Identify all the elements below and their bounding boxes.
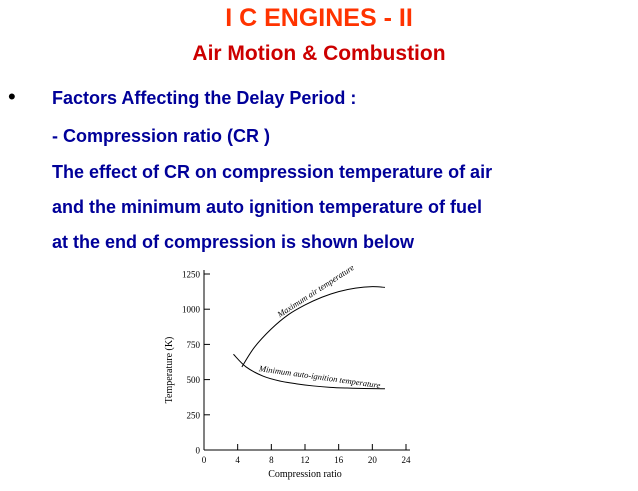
y-tick-label: 250 [187, 410, 201, 420]
y-tick-label: 1000 [182, 305, 201, 315]
chart-axes [203, 270, 410, 451]
y-tick-label: 1250 [182, 270, 201, 280]
x-tick-label: 12 [301, 455, 310, 465]
body-line-1: - Compression ratio (CR ) [52, 126, 271, 146]
max-air-temperature-curve [241, 286, 385, 368]
label-max-air-temperature: Maximum air temperature [275, 262, 356, 320]
y-tick-label: 750 [187, 340, 201, 350]
x-tick-label: 20 [368, 455, 378, 465]
x-axis-title: Compression ratio [268, 469, 342, 480]
x-tick-label: 24 [402, 455, 412, 465]
y-tick-label: 0 [196, 446, 201, 456]
bullet-marker: • [8, 84, 16, 109]
body-line-3: and the minimum auto ignition temperatur… [52, 197, 483, 217]
min-auto-ignition-curve [233, 353, 385, 390]
slide-subtitle: Air Motion & Combustion [192, 42, 446, 65]
y-axis-title: Temperature (K) [164, 337, 175, 404]
body-line-2: The effect of CR on compression temperat… [52, 162, 493, 182]
body-line-4: at the end of compression is shown below [52, 232, 415, 252]
x-tick-label: 8 [269, 455, 274, 465]
x-tick-label: 0 [202, 455, 207, 465]
chart-curves [233, 286, 385, 390]
chart-labels: 0 250 500 750 1000 1250 0 4 8 12 16 20 24 Compression… [164, 262, 411, 480]
bullet-heading: Factors Affecting the Delay Period : [52, 88, 357, 108]
y-tick-label: 500 [187, 375, 201, 385]
x-tick-label: 16 [334, 455, 344, 465]
x-tick-label: 4 [235, 455, 240, 465]
slide-title: I C ENGINES - II [225, 4, 413, 32]
temperature-vs-cr-chart: 0 250 500 750 1000 1250 0 4 8 12 16 20 24 Compression… [164, 262, 411, 480]
